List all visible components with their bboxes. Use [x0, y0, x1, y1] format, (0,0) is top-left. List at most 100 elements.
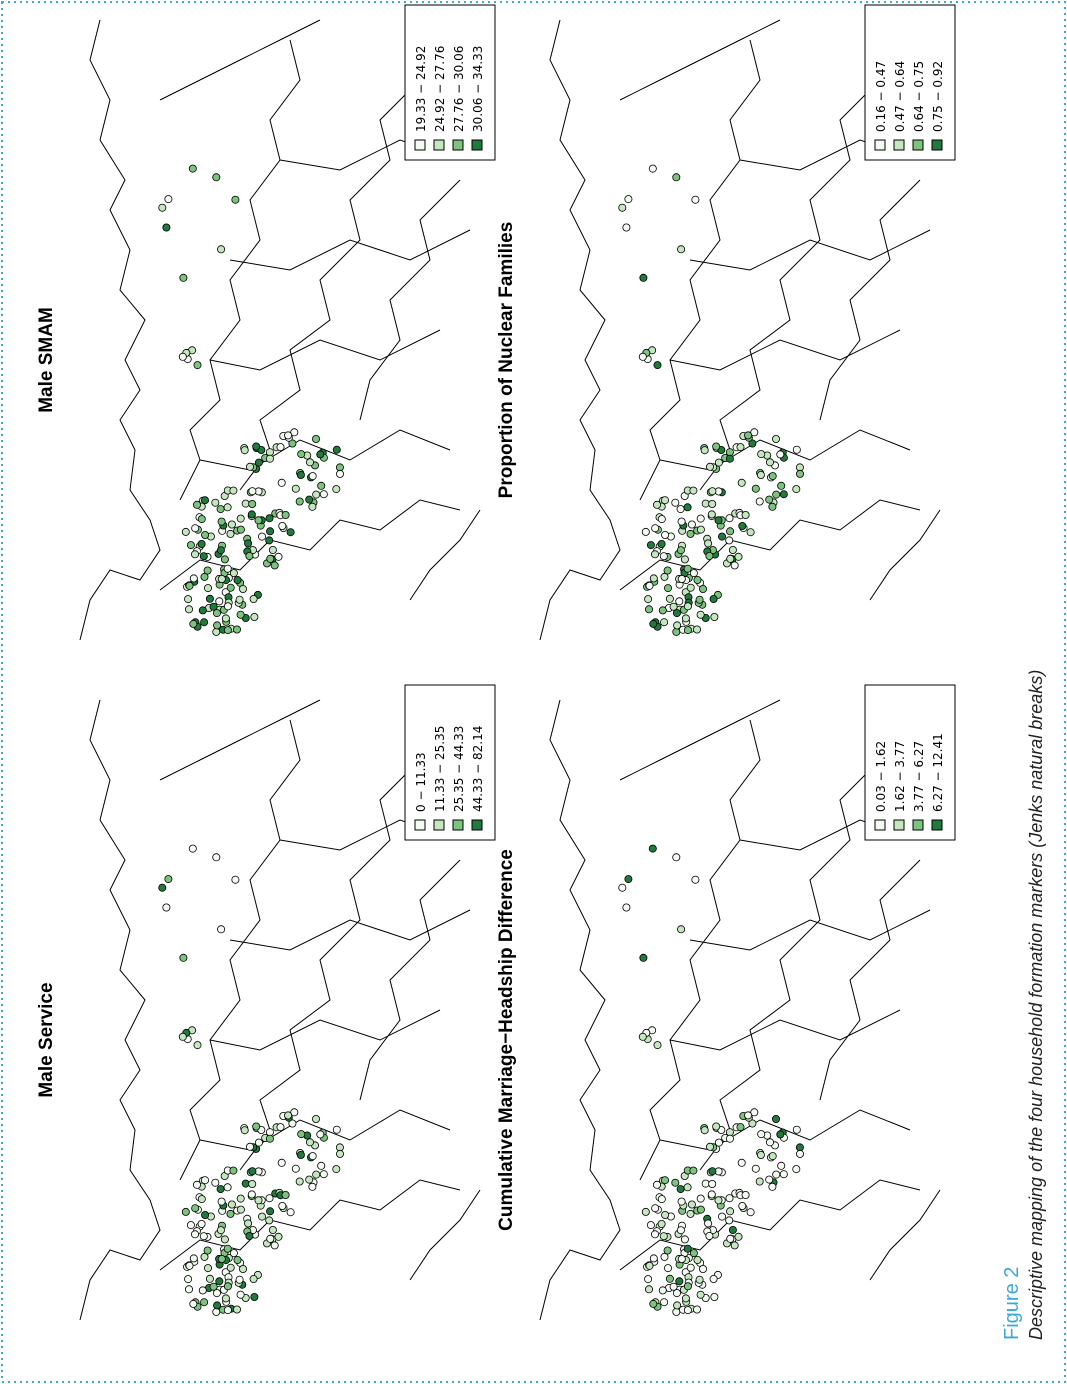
map-point [672, 1289, 681, 1298]
map-point [164, 875, 173, 884]
map-point [708, 1167, 717, 1176]
map-point [649, 619, 658, 628]
map-point [227, 520, 236, 529]
border-line [869, 1189, 941, 1281]
map-point [274, 552, 283, 561]
map-point [696, 1290, 705, 1299]
map-point [181, 1207, 190, 1216]
map-point [779, 1170, 788, 1179]
map-point [295, 497, 304, 506]
map-point [705, 1142, 714, 1151]
map-point [229, 1249, 238, 1258]
border-line [699, 39, 881, 491]
map-point [265, 514, 274, 523]
legend-label: 0.75 − 0.92 [931, 61, 945, 132]
map-point [683, 503, 692, 512]
legend-item: 3.77 − 6.27 [912, 741, 926, 831]
map-point [734, 552, 743, 561]
border-line [689, 909, 931, 951]
map-point [201, 1210, 210, 1219]
map-point [191, 524, 200, 533]
map-point [231, 195, 240, 204]
map-point [766, 458, 775, 467]
map-point [659, 552, 668, 561]
map-point [193, 361, 202, 370]
legend-item: 0 − 11.33 [414, 752, 428, 831]
map-point [266, 527, 275, 536]
map-point [772, 490, 781, 499]
map-point [751, 484, 760, 493]
border-line [409, 1189, 481, 1281]
map-point [725, 536, 734, 545]
map-point [291, 1164, 300, 1173]
border-line [179, 39, 301, 501]
map-point [686, 1263, 695, 1272]
map-point [220, 555, 229, 564]
map-point [178, 1032, 187, 1041]
map-point [676, 505, 685, 514]
map-point [248, 487, 257, 496]
map-outline [539, 699, 941, 1321]
legend-item: 19.33 − 24.92 [414, 46, 428, 151]
map-point [227, 1200, 236, 1209]
map-point [189, 574, 198, 583]
map-point [198, 606, 207, 615]
map-point [216, 1185, 225, 1194]
map-point [241, 1179, 250, 1188]
map-point [675, 1277, 684, 1286]
map-panel-nuclear-families: Proportion of Nuclear Families 0.16 − 0.… [496, 4, 956, 641]
map-point [185, 605, 194, 614]
map-point [638, 352, 647, 361]
map-point [712, 442, 721, 451]
map-point [736, 443, 745, 452]
map-point [663, 566, 672, 575]
map-point [618, 203, 627, 212]
map-point [284, 431, 293, 440]
map-point [648, 164, 657, 173]
map-point [641, 527, 650, 536]
map-point [265, 536, 274, 545]
map-point [197, 515, 206, 524]
border-line [79, 699, 161, 1321]
map-point [687, 520, 696, 529]
map-point [708, 487, 717, 496]
map-point [792, 1125, 801, 1134]
map-point [673, 621, 682, 630]
map-point [757, 450, 766, 459]
map-point [661, 530, 670, 539]
map-point [792, 445, 801, 454]
map-point [792, 485, 801, 494]
map-point [209, 602, 218, 611]
map-point [772, 1170, 781, 1179]
map-point [710, 612, 719, 621]
map-point [265, 1216, 274, 1225]
map-point [308, 472, 317, 481]
map-point [709, 1274, 718, 1283]
map-point [178, 352, 187, 361]
map-point [673, 1301, 682, 1310]
map-point [676, 546, 685, 555]
map-point [748, 1119, 757, 1128]
border-line [689, 229, 931, 271]
map-point [296, 471, 305, 480]
map-point [644, 1275, 653, 1284]
map-point [691, 875, 700, 884]
map-point [738, 522, 747, 531]
map-point [308, 502, 317, 511]
map-point [236, 525, 245, 534]
map-point [651, 1204, 660, 1213]
map-point [332, 485, 341, 494]
map-point [671, 498, 680, 507]
map-point [746, 528, 755, 537]
map-point [249, 1274, 258, 1283]
map-point [689, 1249, 698, 1258]
map-point [681, 614, 690, 623]
map-point [217, 574, 226, 583]
map-point [186, 1221, 195, 1230]
map-point [692, 625, 701, 634]
map-point [236, 1194, 245, 1203]
map-point [653, 1041, 662, 1050]
map-point [672, 853, 681, 862]
map-point [235, 1275, 244, 1284]
